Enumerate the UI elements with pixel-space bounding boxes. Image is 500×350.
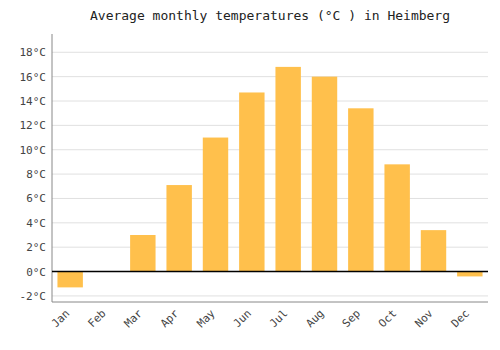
bar	[275, 67, 300, 272]
grid-line	[52, 295, 488, 296]
x-tick-label: May	[194, 307, 218, 331]
y-tick-label: 12°C	[20, 119, 47, 132]
grid-line	[52, 125, 488, 126]
y-tick-label: 8°C	[26, 168, 46, 181]
x-tick-label: Jun	[231, 307, 254, 330]
x-tick-label: Jul	[267, 307, 290, 330]
x-tick-label: Mar	[122, 307, 146, 331]
y-tick-label: 6°C	[26, 192, 46, 205]
y-tick-label: 0°C	[26, 266, 46, 279]
y-axis-line	[52, 34, 53, 302]
x-tick-label: Jan	[49, 307, 72, 330]
bar	[348, 108, 373, 271]
y-tick-label: 2°C	[26, 241, 46, 254]
grid-line	[52, 149, 488, 150]
bar	[166, 185, 191, 271]
bar	[239, 92, 264, 271]
grid-line	[52, 222, 488, 223]
grid	[52, 52, 488, 296]
x-tick-label: Oct	[376, 307, 399, 330]
y-tick-label: 10°C	[20, 144, 47, 157]
grid-line	[52, 174, 488, 175]
bar	[57, 272, 82, 288]
x-tick-label: Sep	[340, 307, 363, 330]
x-tick-label: Apr	[158, 307, 182, 331]
grid-line	[52, 52, 488, 53]
y-tick-label: 14°C	[20, 95, 47, 108]
grid-line	[52, 271, 488, 272]
y-tick-label: -2°C	[20, 290, 47, 303]
x-tick-label: Feb	[85, 307, 108, 330]
bar	[130, 235, 155, 272]
x-axis-line	[52, 302, 488, 303]
grid-line	[52, 198, 488, 199]
bars	[57, 67, 482, 287]
bar	[421, 230, 446, 271]
bar	[203, 138, 228, 272]
y-tick-label: 16°C	[20, 71, 47, 84]
title: Average monthly temperatures (°C ) in He…	[90, 8, 450, 23]
y-tick-label: 18°C	[20, 46, 47, 59]
y-tick-label: 4°C	[26, 217, 46, 230]
x-tick-label: Aug	[303, 307, 326, 330]
chart-container: Average monthly temperatures (°C ) in He…	[0, 0, 500, 350]
grid-line	[52, 76, 488, 77]
x-tick-label: Dec	[449, 307, 472, 330]
x-tick-label: Nov	[412, 307, 436, 331]
bar	[312, 77, 337, 272]
grid-line	[52, 101, 488, 102]
bar	[384, 164, 409, 271]
baseline	[52, 271, 488, 273]
chart-svg: Average monthly temperatures (°C ) in He…	[0, 0, 500, 350]
